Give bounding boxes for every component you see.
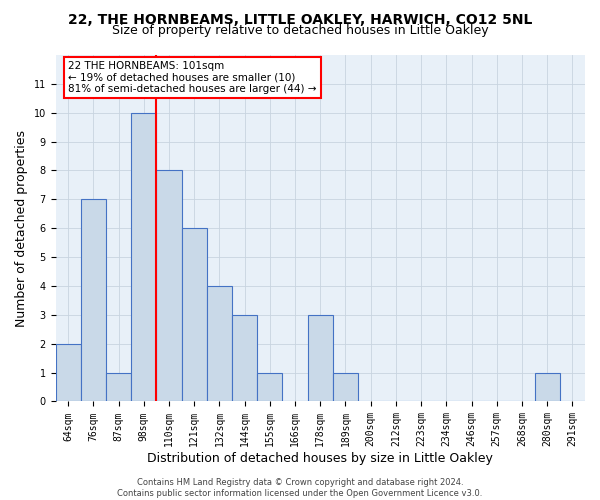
Text: 22 THE HORNBEAMS: 101sqm
← 19% of detached houses are smaller (10)
81% of semi-d: 22 THE HORNBEAMS: 101sqm ← 19% of detach… bbox=[68, 61, 317, 94]
Bar bbox=[106, 372, 131, 402]
Bar bbox=[131, 112, 157, 402]
Bar bbox=[207, 286, 232, 402]
Bar bbox=[182, 228, 207, 402]
Bar bbox=[232, 315, 257, 402]
Bar bbox=[333, 372, 358, 402]
Bar bbox=[257, 372, 283, 402]
Bar bbox=[157, 170, 182, 402]
Text: Contains HM Land Registry data © Crown copyright and database right 2024.
Contai: Contains HM Land Registry data © Crown c… bbox=[118, 478, 482, 498]
Text: 22, THE HORNBEAMS, LITTLE OAKLEY, HARWICH, CO12 5NL: 22, THE HORNBEAMS, LITTLE OAKLEY, HARWIC… bbox=[68, 12, 532, 26]
X-axis label: Distribution of detached houses by size in Little Oakley: Distribution of detached houses by size … bbox=[148, 452, 493, 465]
Bar bbox=[81, 200, 106, 402]
Y-axis label: Number of detached properties: Number of detached properties bbox=[15, 130, 28, 326]
Text: Size of property relative to detached houses in Little Oakley: Size of property relative to detached ho… bbox=[112, 24, 488, 37]
Bar bbox=[56, 344, 81, 402]
Bar bbox=[535, 372, 560, 402]
Bar bbox=[308, 315, 333, 402]
